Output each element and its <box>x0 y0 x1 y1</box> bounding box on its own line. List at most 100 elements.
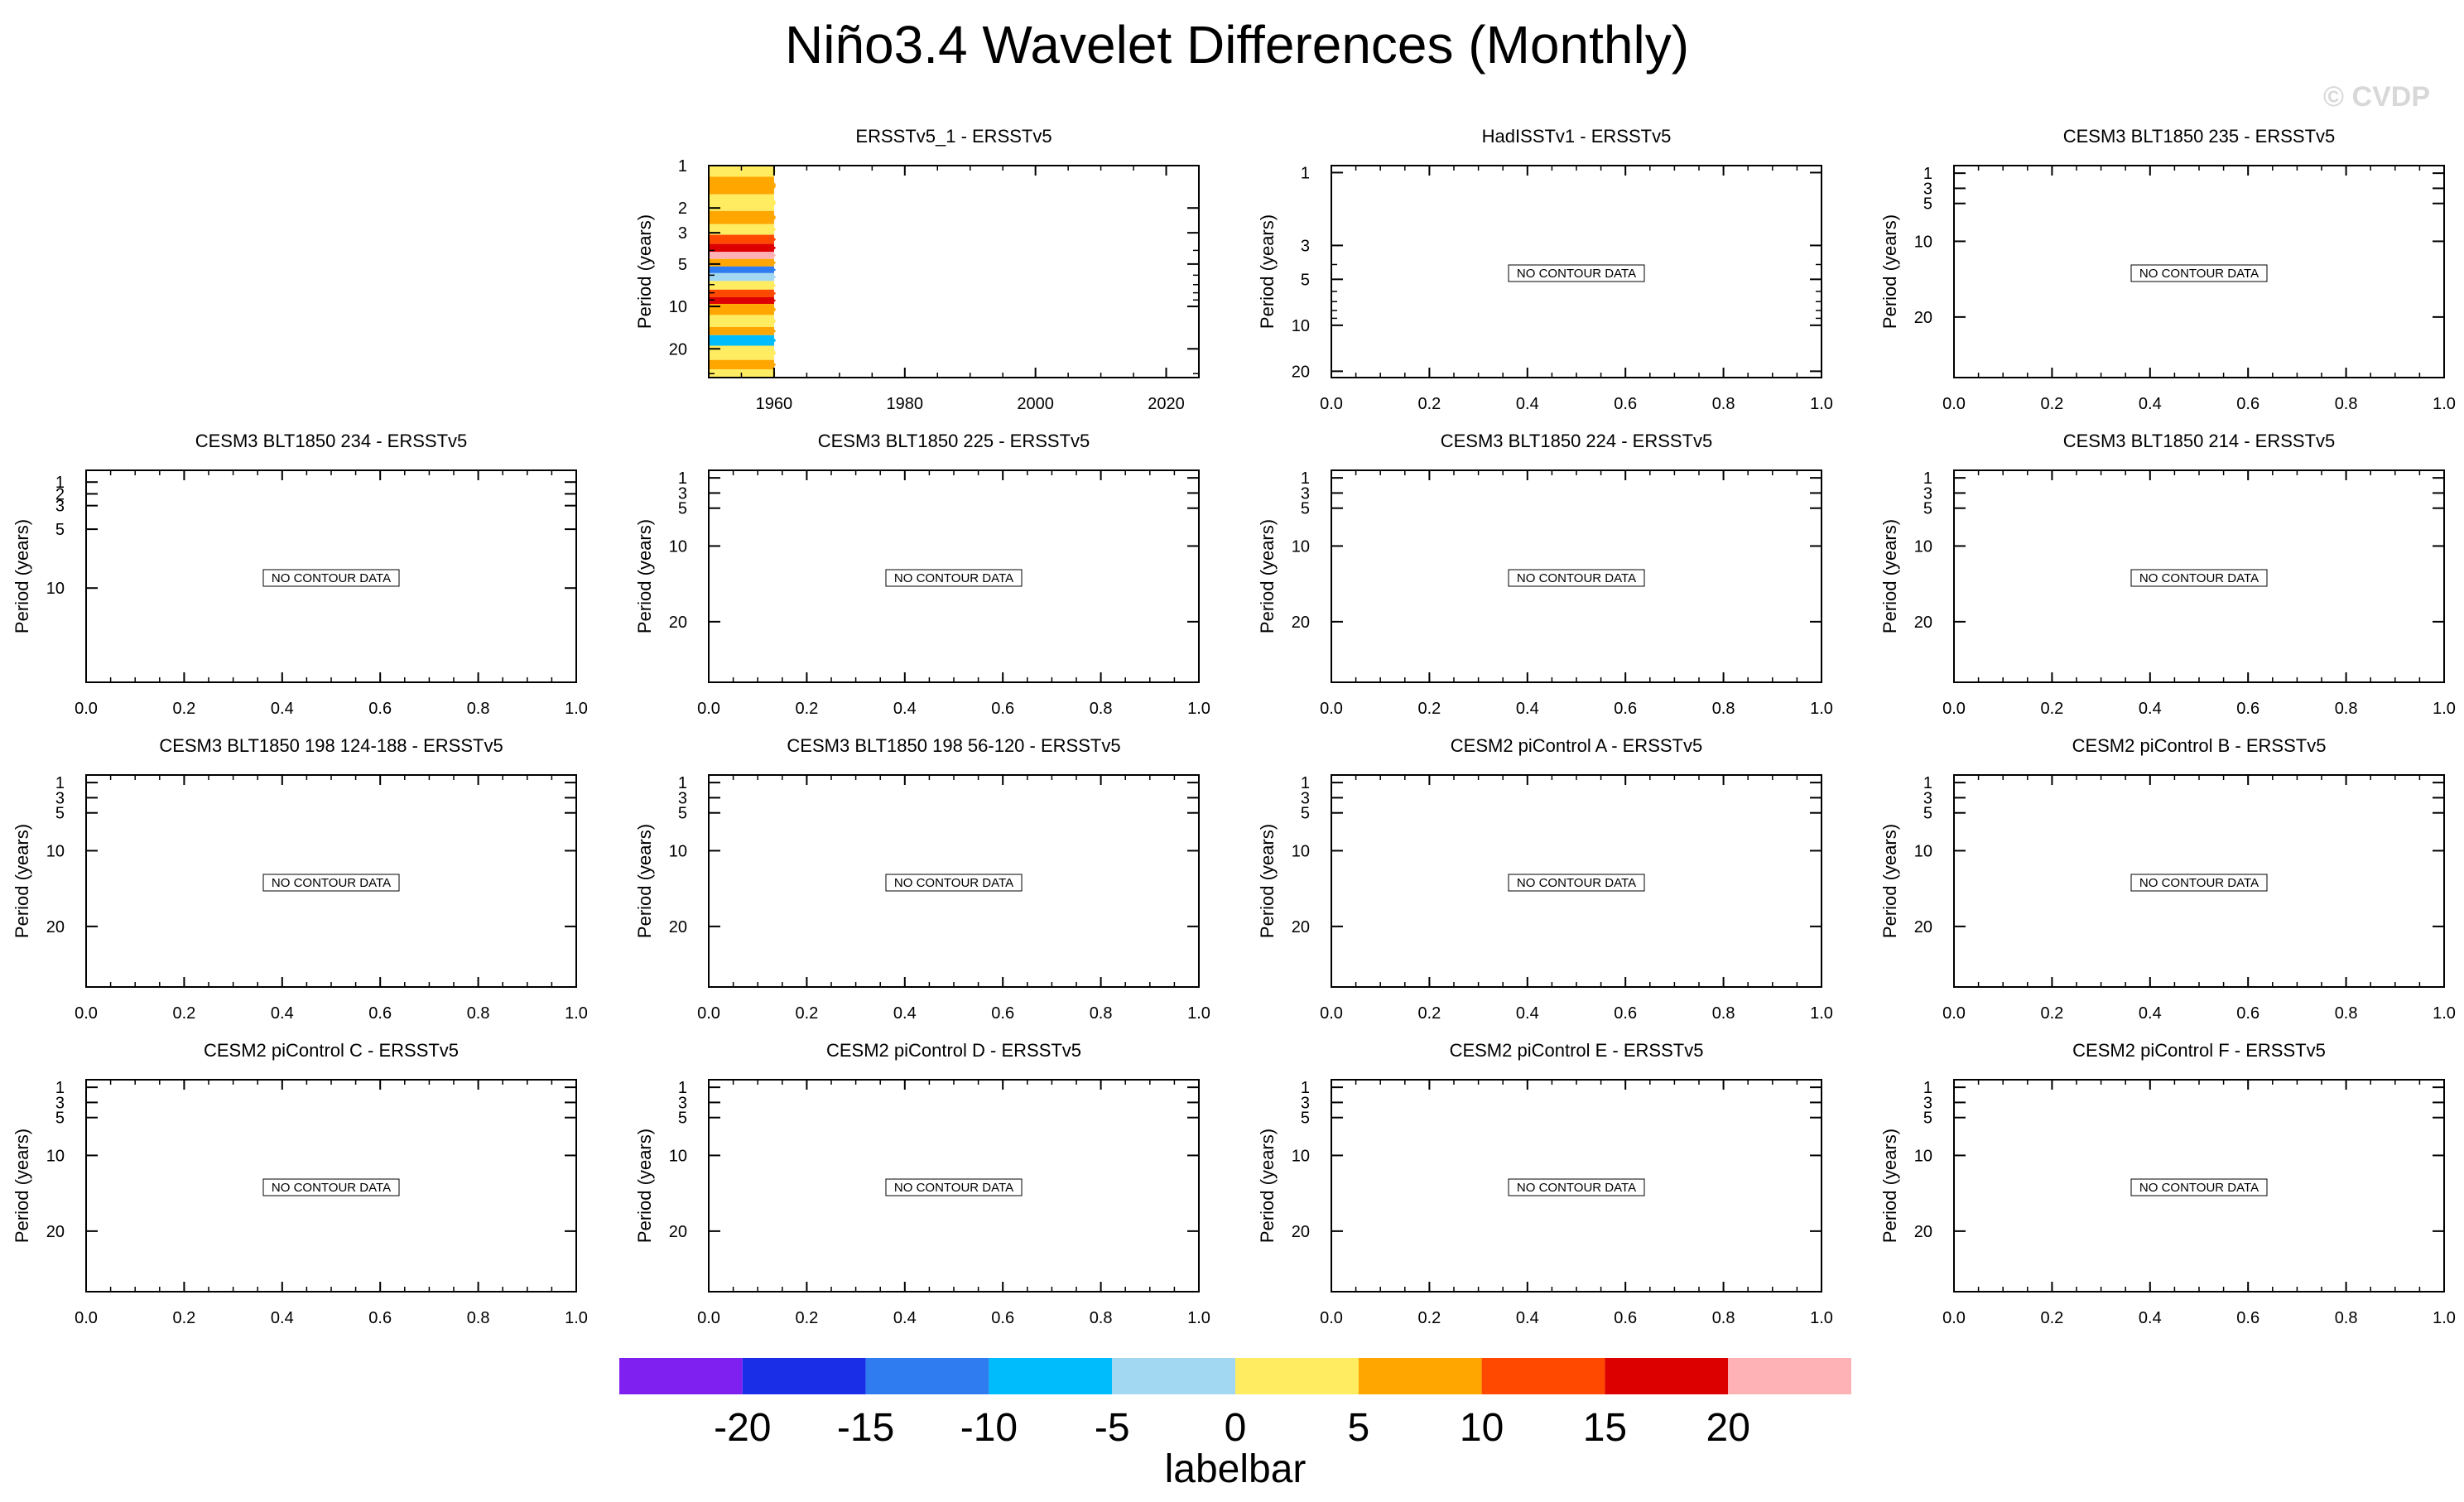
no-data-box <box>2130 1178 2268 1196</box>
heatmap-band <box>709 289 774 297</box>
y-axis: 135 10 20 <box>1914 469 2444 632</box>
wavelet-panel: CESM2 piControl E - ERSSTv5 Period (years… <box>1257 1040 1833 1327</box>
y-tick-label: 1 <box>1923 774 1932 792</box>
x-tick-label: 0.6 <box>2236 1004 2259 1023</box>
x-tick-label: 0.4 <box>1516 700 1539 718</box>
y-tick-label: 3 <box>1923 484 1932 503</box>
labelbar-level: 20 <box>1706 1406 1750 1450</box>
y-tick-label: 20 <box>669 918 687 936</box>
x-tick-label: 0.6 <box>2236 395 2259 413</box>
labelbar-swatch <box>1235 1358 1359 1394</box>
x-axis: 0.0 0.2 0.4 0.6 0.8 1.0 <box>1320 775 1833 1023</box>
x-tick-label: 0.0 <box>697 700 720 718</box>
x-axis: 0.0 0.2 0.4 0.6 0.8 1.0 <box>75 775 588 1023</box>
x-axis: 0.0 0.2 0.4 0.6 0.8 1.0 <box>1320 166 1833 413</box>
x-tick-label: 0.2 <box>795 700 818 718</box>
y-axis: 135 10 20 <box>1914 1079 2444 1241</box>
labelbar-swatch <box>1605 1358 1729 1394</box>
x-tick-label: 0.6 <box>1614 395 1637 413</box>
labelbar-swatch <box>742 1358 866 1394</box>
wavelet-panel: ERSSTv5_1 - ERSSTv5 Period (years) 1960 198… <box>634 126 1200 413</box>
heatmap-contour-lobe <box>742 327 776 335</box>
x-axis: 0.0 0.2 0.4 0.6 0.8 1.0 <box>697 775 1210 1023</box>
x-tick-label: 0.4 <box>1516 1004 1539 1023</box>
y-axis-label: Period (years) <box>12 519 32 633</box>
panel-title: CESM2 piControl B - ERSSTv5 <box>2072 735 2327 756</box>
y-tick-label: 5 <box>55 521 65 539</box>
panel-title: CESM2 piControl C - ERSSTv5 <box>204 1040 459 1061</box>
x-tick-label: 0.4 <box>1516 395 1539 413</box>
x-axis: 0.0 0.2 0.4 0.6 0.8 1.0 <box>75 1080 588 1327</box>
labelbar-swatch <box>865 1358 989 1394</box>
panel-title: CESM3 BLT1850 198 56-120 - ERSSTv5 <box>787 735 1120 756</box>
y-axis: 1 2 3 5 10 20 <box>669 157 1199 374</box>
y-tick-label: 2 <box>55 485 65 503</box>
y-tick-label: 5 <box>55 1110 65 1128</box>
x-axis: 0.0 0.2 0.4 0.6 0.8 1.0 <box>1942 470 2456 718</box>
x-tick-label: 0.4 <box>2139 395 2162 413</box>
y-tick-label: 5 <box>1301 1110 1310 1128</box>
x-axis: 1960 1980 2000 2020 <box>708 166 1200 413</box>
wavelet-panel: CESM3 BLT1850 224 - ERSSTv5 Period (years… <box>1257 431 1833 718</box>
y-tick-label: 10 <box>669 537 687 556</box>
heatmap-contour-lobe <box>742 315 776 326</box>
y-tick-label: 20 <box>46 918 65 936</box>
no-data-box <box>262 569 400 587</box>
x-tick-label: 0.2 <box>2040 700 2063 718</box>
y-tick-label: 10 <box>46 842 65 860</box>
y-tick-label: 2 <box>678 200 687 218</box>
x-tick-label: 1.0 <box>565 1004 588 1023</box>
y-axis: 135 10 20 <box>669 1079 1199 1241</box>
wavelet-panel: CESM2 piControl B - ERSSTv5 Period (years… <box>1879 735 2456 1023</box>
y-axis-label: Period (years) <box>1257 1129 1278 1243</box>
y-tick-label: 1 <box>678 774 687 792</box>
x-tick-label: 0.6 <box>368 1309 392 1327</box>
x-tick-label: 0.4 <box>271 1309 294 1327</box>
panel-title: CESM3 BLT1850 225 - ERSSTv5 <box>818 431 1090 451</box>
heatmap-contour-lobe <box>742 360 776 369</box>
panel-title: CESM2 piControl E - ERSSTv5 <box>1450 1040 1704 1061</box>
heatmap-contour-lobe <box>742 224 776 234</box>
x-tick-label: 0.2 <box>1417 1004 1441 1023</box>
x-tick-label: 0.4 <box>893 1004 917 1023</box>
no-data-label: NO CONTOUR DATA <box>1517 876 1636 890</box>
labelbar-swatch <box>1358 1358 1482 1394</box>
no-data-label: NO CONTOUR DATA <box>1517 571 1636 585</box>
x-axis: 0.0 0.2 0.4 0.6 0.8 1.0 <box>1320 1080 1833 1327</box>
heatmap-contour-lobe <box>742 369 776 378</box>
x-tick-label: 0.2 <box>172 1004 195 1023</box>
x-tick-label: 0.0 <box>1320 700 1343 718</box>
labelbar-swatch <box>1112 1358 1235 1394</box>
labelbar-level: -15 <box>837 1406 894 1450</box>
x-tick-label: 0.0 <box>75 700 98 718</box>
x-tick-label: 0.0 <box>1942 395 1966 413</box>
plot-frame <box>708 165 1200 378</box>
y-tick-label: 3 <box>678 1094 687 1112</box>
y-tick-label: 1 <box>678 157 687 176</box>
y-tick-label: 3 <box>55 498 65 516</box>
y-tick-label: 5 <box>1301 271 1310 289</box>
x-axis: 0.0 0.2 0.4 0.6 0.8 1.0 <box>75 470 588 718</box>
y-tick-label: 3 <box>1923 180 1932 198</box>
y-tick-label: 5 <box>1923 805 1932 823</box>
y-axis: 135 10 20 <box>1914 774 2444 936</box>
y-tick-label: 20 <box>669 340 687 359</box>
x-tick-label: 2000 <box>1017 395 1054 413</box>
x-tick-label: 0.2 <box>1417 700 1441 718</box>
x-tick-label: 0.4 <box>2139 1004 2162 1023</box>
x-tick-label: 0.6 <box>991 1004 1014 1023</box>
panel-title: CESM2 piControl D - ERSSTv5 <box>826 1040 1081 1061</box>
y-tick-label: 20 <box>1914 1223 1932 1241</box>
labelbar-swatch <box>1481 1358 1605 1394</box>
y-axis: 135 10 20 <box>1914 165 2444 327</box>
x-tick-label: 0.2 <box>795 1309 818 1327</box>
no-data-box <box>1508 264 1645 282</box>
no-data-box <box>1508 569 1645 587</box>
x-tick-label: 0.8 <box>467 700 490 718</box>
wavelet-panel: CESM3 BLT1850 214 - ERSSTv5 Period (years… <box>1879 431 2456 718</box>
heatmap-contour-lobe <box>742 267 776 273</box>
no-data-label: NO CONTOUR DATA <box>272 571 391 585</box>
y-axis: 135 10 20 <box>1292 774 1822 936</box>
y-axis: 123 5 10 <box>46 474 576 598</box>
heatmap-cells <box>709 166 776 378</box>
